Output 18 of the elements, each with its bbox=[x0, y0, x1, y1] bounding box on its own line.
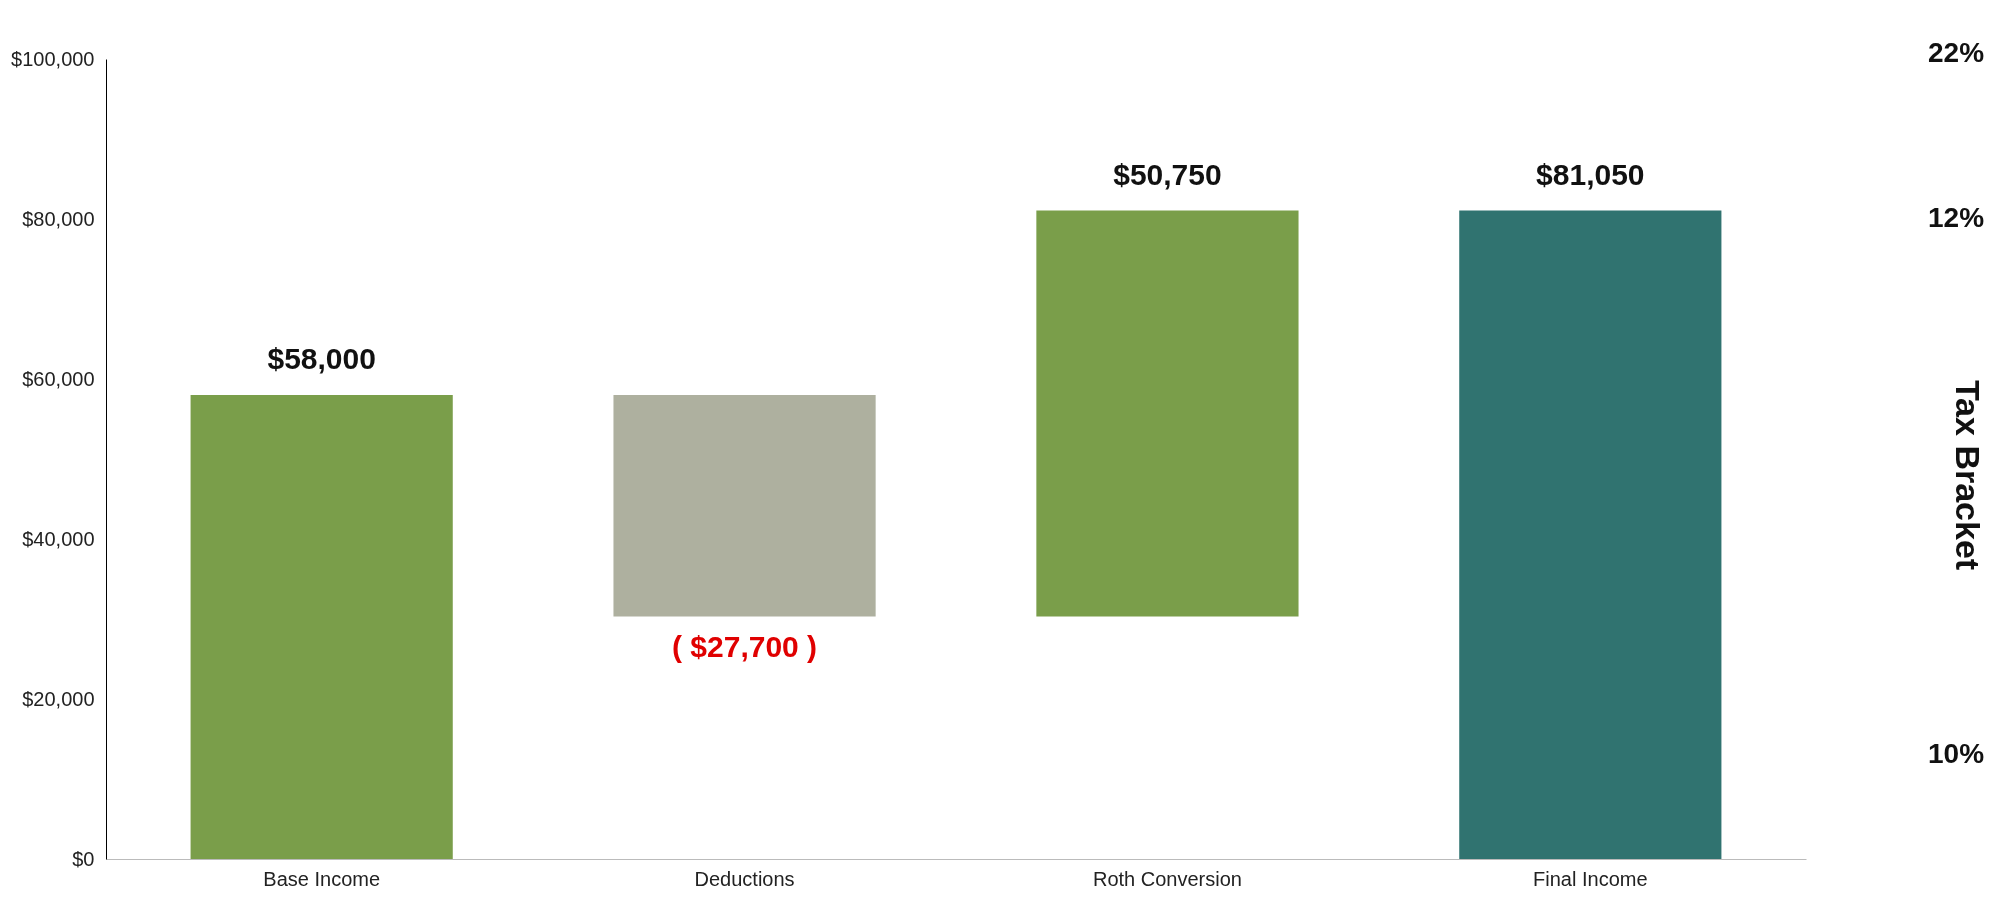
y-tick-label: $40,000 bbox=[22, 527, 95, 550]
text: 22% bbox=[1927, 37, 1985, 68]
y-tick-label: $0 bbox=[72, 847, 95, 870]
data-label: $58,000 bbox=[267, 342, 376, 375]
text: 10% bbox=[1927, 738, 1985, 769]
y2-axis-title: Tax Bracket bbox=[1949, 379, 1987, 571]
data-label: ( $27,700 ) bbox=[672, 629, 818, 663]
data-label: $81,050 bbox=[1536, 157, 1645, 191]
y-tick-label: $80,000 bbox=[22, 207, 95, 230]
x-tick-label: Base Income bbox=[263, 867, 381, 890]
x-tick-label: Deductions bbox=[694, 867, 795, 890]
x-tick-label: Final Income bbox=[1533, 867, 1648, 890]
y-tick-label: $100,000 bbox=[11, 47, 95, 70]
y-tick-label: $20,000 bbox=[22, 687, 95, 710]
x-tick-label: Roth Conversion bbox=[1092, 867, 1242, 890]
text: 12% bbox=[1927, 202, 1985, 233]
data-label: $50,750 bbox=[1113, 157, 1222, 191]
y-tick-label: $60,000 bbox=[22, 367, 95, 390]
